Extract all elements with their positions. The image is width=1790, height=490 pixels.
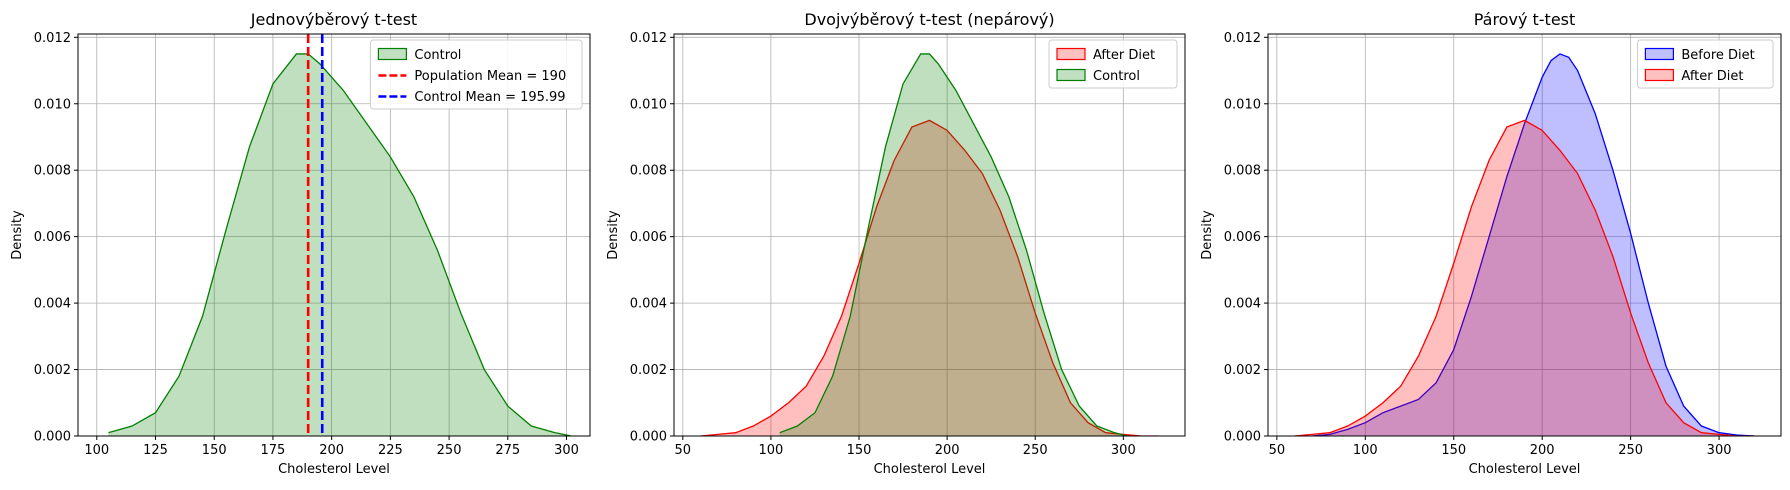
y-tick-label: 0.000 (34, 430, 71, 445)
y-tick-label: 0.012 (34, 31, 71, 46)
y-tick-label: 0.000 (630, 430, 667, 445)
y-axis-label: Density (1200, 210, 1215, 260)
legend-label: Control (414, 48, 461, 63)
chart-panel-3: 50 100 150 200 250 300 0.000 0.002 0.004 0.006 0.0… (1200, 10, 1782, 477)
density-line-2 (779, 53, 1128, 436)
density-line-1 (108, 53, 572, 436)
density-line-1 (700, 119, 1159, 436)
axes-frame (673, 33, 1186, 437)
y-tick-label: 0.010 (630, 97, 667, 112)
x-tick-label: 300 (554, 443, 579, 458)
x-tick-label: 300 (1111, 443, 1136, 458)
density-area-1 (1312, 53, 1755, 436)
plot-area (108, 34, 572, 436)
density-area-2 (779, 53, 1127, 436)
x-tick-label: 150 (847, 443, 872, 458)
legend-box (369, 39, 583, 110)
y-tick-label: 0.008 (630, 164, 667, 179)
density-area-2 (1294, 120, 1755, 436)
x-tick-label: 250 (1023, 443, 1048, 458)
y-tick-label: 0.000 (1224, 430, 1261, 445)
y-tick-label: 0.002 (34, 363, 71, 378)
x-tick-label: 250 (437, 443, 462, 458)
chart-panel-1: 100 125 150 175 200 225 250 275 300 0.000 0.002 0.0… (10, 10, 591, 477)
axes-frame (1267, 33, 1782, 437)
y-tick-label: 0.010 (34, 97, 71, 112)
legend-label: Before Diet (1681, 48, 1754, 63)
legend-label: Population Mean = 190 (414, 69, 566, 84)
chart-title: Jednovýběrový t-test (250, 10, 417, 29)
x-tick-label: 50 (675, 443, 692, 458)
legend-swatch (1644, 47, 1675, 61)
legend-label: After Diet (1681, 69, 1743, 84)
density-line-2 (1294, 119, 1755, 436)
x-tick-label: 225 (378, 443, 403, 458)
y-tick-label: 0.006 (34, 230, 71, 245)
density-area-1 (108, 53, 572, 436)
x-tick-label: 300 (1707, 443, 1732, 458)
chart-title: Párový t-test (1474, 10, 1576, 29)
plot-area (700, 53, 1159, 436)
y-tick-label: 0.008 (1224, 164, 1261, 179)
chart-title: Dvojvýběrový t-test (nepárový) (804, 10, 1054, 29)
x-tick-label: 50 (1269, 443, 1286, 458)
legend-label: Control Mean = 195.99 (414, 90, 565, 105)
x-tick-label: 200 (319, 443, 344, 458)
x-axis-label: Cholesterol Level (874, 462, 986, 477)
x-tick-label: 275 (495, 443, 520, 458)
legend-label: After Diet (1093, 48, 1155, 63)
x-tick-label: 100 (758, 443, 783, 458)
x-axis-label: Cholesterol Level (1469, 462, 1581, 477)
legend: After Diet Control (1048, 39, 1178, 89)
y-tick-label: 0.012 (630, 31, 667, 46)
y-tick-label: 0.012 (1224, 31, 1261, 46)
y-axis-label: Density (10, 210, 25, 260)
legend-swatch (1056, 47, 1086, 61)
legend: Control Population Mean = 190 Control Mean… (369, 39, 583, 110)
y-tick-label: 0.002 (1224, 363, 1261, 378)
y-tick-label: 0.006 (630, 230, 667, 245)
density-line-1 (1312, 53, 1755, 436)
x-tick-label: 100 (1353, 443, 1378, 458)
legend-swatch (377, 47, 407, 61)
density-area-1 (700, 120, 1159, 436)
chart-panel-2: 50 100 150 200 250 300 0.000 0.002 0.004 0.006 0.0… (606, 10, 1186, 477)
y-tick-label: 0.006 (1224, 230, 1261, 245)
x-tick-label: 200 (935, 443, 960, 458)
x-tick-label: 200 (1530, 443, 1555, 458)
x-tick-label: 100 (84, 443, 109, 458)
y-tick-label: 0.010 (1224, 97, 1261, 112)
x-tick-label: 150 (202, 443, 227, 458)
axes-frame (77, 33, 591, 437)
x-tick-label: 250 (1618, 443, 1643, 458)
legend-swatch (1644, 68, 1675, 82)
y-axis-label: Density (606, 210, 621, 260)
legend: Before Diet After Diet (1636, 39, 1774, 89)
x-axis-label: Cholesterol Level (278, 462, 390, 477)
x-tick-label: 175 (261, 443, 286, 458)
y-tick-label: 0.004 (630, 297, 667, 312)
legend-swatch (1056, 68, 1086, 82)
x-tick-label: 150 (1441, 443, 1466, 458)
legend-label: Control (1093, 69, 1140, 84)
y-tick-label: 0.004 (1224, 297, 1261, 312)
plot-area (1294, 53, 1755, 436)
y-tick-label: 0.002 (630, 363, 667, 378)
y-tick-label: 0.004 (34, 297, 71, 312)
y-tick-label: 0.008 (34, 164, 71, 179)
x-tick-label: 125 (143, 443, 168, 458)
